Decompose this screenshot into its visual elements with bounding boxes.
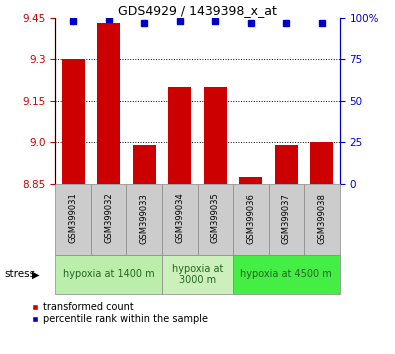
Text: ▶: ▶ (32, 269, 39, 279)
Bar (162, 184, 198, 255)
Bar (269, 184, 304, 255)
Bar (97, 23, 120, 184)
Bar (126, 184, 162, 255)
Bar (162, 255, 233, 294)
Bar (233, 184, 269, 255)
Bar (275, 145, 298, 184)
Text: GSM399034: GSM399034 (175, 193, 184, 244)
Bar (168, 87, 191, 184)
Bar (198, 184, 233, 255)
Text: GSM399037: GSM399037 (282, 193, 291, 244)
Text: GSM399031: GSM399031 (69, 193, 77, 244)
Bar (204, 87, 227, 184)
Text: GSM399035: GSM399035 (211, 193, 220, 244)
Text: hypoxia at 4500 m: hypoxia at 4500 m (241, 269, 332, 279)
Bar (304, 184, 340, 255)
Bar (55, 184, 91, 255)
Text: hypoxia at 1400 m: hypoxia at 1400 m (63, 269, 154, 279)
Bar (62, 59, 85, 184)
Text: hypoxia at
3000 m: hypoxia at 3000 m (172, 263, 223, 285)
Text: GSM399033: GSM399033 (140, 193, 149, 244)
Text: GSM399032: GSM399032 (104, 193, 113, 244)
Text: GSM399036: GSM399036 (246, 193, 255, 244)
Bar (239, 177, 262, 184)
Bar (55, 255, 162, 294)
Bar (233, 255, 340, 294)
Title: GDS4929 / 1439398_x_at: GDS4929 / 1439398_x_at (118, 4, 277, 17)
Bar (91, 184, 126, 255)
Bar (310, 142, 333, 184)
Legend: transformed count, percentile rank within the sample: transformed count, percentile rank withi… (32, 302, 208, 324)
Bar (133, 145, 156, 184)
Text: GSM399038: GSM399038 (318, 193, 326, 244)
Text: stress: stress (4, 269, 35, 279)
